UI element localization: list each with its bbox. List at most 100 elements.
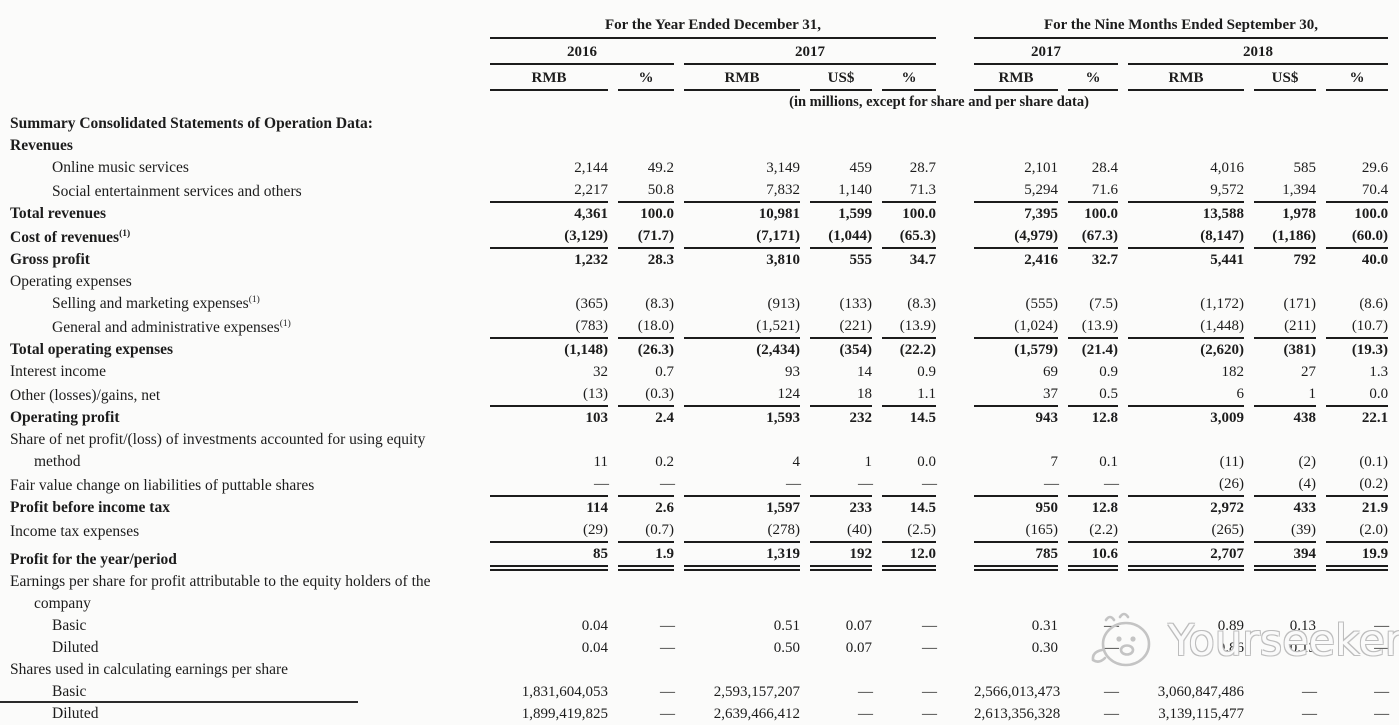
row-label: Summary Consolidated Statements of Opera… — [10, 115, 373, 132]
group-gap — [946, 543, 964, 571]
value-cell: 2,566,013,473 — [974, 684, 1061, 700]
unit-header: RMB — [490, 65, 608, 91]
value-cell: 49.2 — [647, 160, 674, 176]
value-cell: (8.3) — [907, 296, 936, 312]
value-cell: (8.6) — [1359, 296, 1389, 312]
value-cell: (1,448) — [1128, 315, 1244, 339]
value-cell: 0.2 — [655, 454, 674, 470]
corner-cell — [10, 91, 480, 113]
value-cell: — — [810, 473, 873, 497]
value-cell: 124 — [684, 383, 800, 407]
corner-cell — [10, 39, 480, 65]
group-gap — [946, 473, 964, 497]
empty-cells — [490, 135, 1388, 157]
row-label: Earnings per share for profit attributab… — [10, 573, 431, 612]
value-cell: 3,810 — [766, 252, 800, 268]
financial-table: For the Year Ended December 31, For the N… — [0, 6, 1398, 725]
value-cell: 182 — [1221, 364, 1245, 380]
row-label: Gross profit — [10, 251, 90, 268]
value-cell: 1,140 — [810, 179, 872, 203]
value-cell: 7 — [1050, 454, 1059, 470]
value-cell: 32 — [593, 364, 608, 380]
value-cell: 3,149 — [766, 160, 800, 176]
value-cell: 2,217 — [490, 179, 608, 203]
value-cell: 14.5 — [909, 410, 936, 426]
value-cell: 0.1 — [1099, 454, 1118, 470]
row-label: Selling and marketing expenses(1) — [52, 294, 260, 312]
row-label: Operating expenses — [10, 273, 132, 290]
row-label: Basic — [52, 617, 87, 634]
value-cell: (7.5) — [1089, 296, 1118, 312]
corner-cell — [10, 6, 480, 39]
row-label: Social entertainment services and others — [52, 183, 302, 200]
value-cell: 943 — [1035, 410, 1059, 426]
value-cell: (913) — [767, 296, 801, 312]
col-group-header: For the Year Ended December 31, — [490, 6, 936, 39]
value-cell: — — [660, 640, 675, 656]
row-label: Shares used in calculating earnings per … — [10, 661, 289, 678]
value-cell: (11) — [1219, 454, 1244, 470]
group-gap — [946, 383, 964, 407]
value-cell: (26) — [1128, 473, 1244, 497]
value-cell: 1,978 — [1282, 206, 1316, 222]
year-header: 2017 — [684, 39, 936, 65]
value-cell: 555 — [849, 252, 873, 268]
value-cell: (29) — [490, 519, 608, 543]
value-cell: 12.0 — [882, 543, 936, 571]
value-cell: 2,593,157,207 — [713, 684, 800, 700]
group-gap — [946, 615, 964, 637]
value-cell: — — [922, 618, 937, 634]
group-gap — [946, 407, 964, 429]
row-label: Profit before income tax — [10, 499, 170, 516]
group-gap — [946, 249, 964, 271]
value-cell: 2.6 — [655, 500, 674, 516]
value-cell: 70.4 — [1326, 179, 1389, 203]
value-cell: (22.2) — [899, 342, 936, 358]
value-cell: 1,599 — [838, 206, 872, 222]
value-cell: (4,979) — [974, 225, 1058, 249]
group-gap — [946, 637, 964, 659]
value-cell: — — [1104, 640, 1119, 656]
group-gap — [946, 293, 964, 315]
value-cell: 0.0 — [917, 454, 936, 470]
value-cell: 792 — [1293, 252, 1317, 268]
value-cell: 3,139,115,477 — [1158, 706, 1244, 722]
value-cell: — — [858, 684, 873, 700]
value-cell: 0.30 — [1031, 640, 1058, 656]
value-cell: 71.6 — [1068, 179, 1118, 203]
value-cell: 1,597 — [766, 500, 800, 516]
value-cell: 2,972 — [1210, 500, 1244, 516]
value-cell: (0.3) — [618, 383, 674, 407]
value-cell: — — [858, 706, 873, 722]
value-cell: (8.3) — [645, 296, 674, 312]
value-cell: 27 — [1301, 364, 1316, 380]
value-cell: (555) — [1025, 296, 1059, 312]
value-cell: 21.9 — [1361, 500, 1389, 516]
value-cell: 394 — [1254, 543, 1316, 571]
value-cell: 2,416 — [1024, 252, 1058, 268]
value-cell: (21.4) — [1081, 342, 1118, 358]
value-cell: 1.1 — [882, 383, 936, 407]
row-label: Income tax expenses — [10, 523, 140, 540]
value-cell: 0.0 — [1326, 383, 1389, 407]
unit-note: (in millions, except for share and per s… — [789, 94, 1089, 110]
row-label: Profit for the year/period — [10, 551, 177, 568]
value-cell: 4,361 — [574, 206, 608, 222]
value-cell: (783) — [490, 315, 608, 339]
value-cell: (18.0) — [618, 315, 674, 339]
value-cell: 29.6 — [1361, 160, 1389, 176]
empty-cells — [490, 659, 1388, 681]
value-cell: 1,232 — [574, 252, 608, 268]
value-cell: (2.5) — [882, 519, 936, 543]
value-cell: (171) — [1283, 296, 1317, 312]
row-label: Cost of revenues(1) — [10, 228, 131, 246]
value-cell: 0.7 — [655, 364, 674, 380]
value-cell: 6 — [1128, 383, 1244, 407]
value-cell: — — [922, 640, 937, 656]
value-cell: (1,579) — [1014, 342, 1058, 358]
value-cell: 2.4 — [655, 410, 674, 426]
group-gap — [946, 65, 964, 91]
row-label: Diluted — [52, 705, 99, 722]
year-header: 2017 — [974, 39, 1118, 65]
value-cell: 69 — [1043, 364, 1058, 380]
